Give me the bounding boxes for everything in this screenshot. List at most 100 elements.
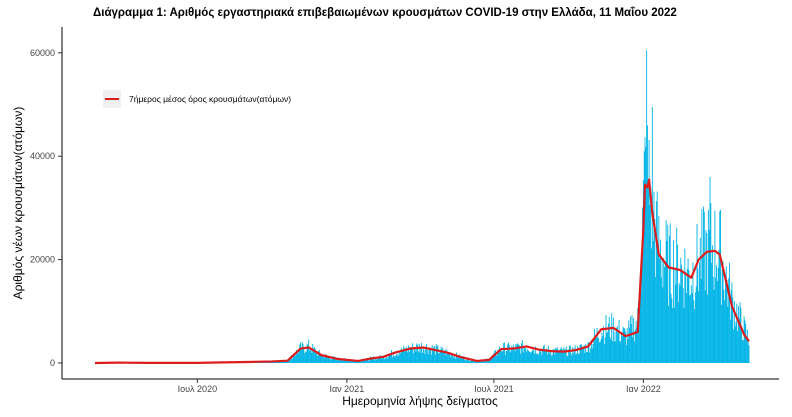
daily-case-bar — [396, 355, 398, 363]
daily-case-bar — [729, 319, 731, 363]
daily-case-bar — [590, 348, 592, 363]
daily-case-bar — [499, 351, 501, 363]
daily-case-bar — [690, 285, 692, 363]
daily-case-bar — [382, 355, 384, 363]
daily-case-bar — [636, 328, 638, 363]
daily-case-bar — [546, 348, 548, 363]
daily-case-bar — [721, 269, 723, 363]
daily-case-bar — [545, 350, 547, 363]
daily-case-bar — [331, 358, 333, 363]
daily-case-bar — [632, 337, 634, 363]
daily-case-bar — [659, 258, 661, 363]
daily-case-bar — [281, 361, 283, 363]
daily-case-bar — [672, 308, 674, 363]
daily-case-bar — [418, 343, 420, 363]
daily-case-bar — [300, 349, 302, 363]
daily-case-bar — [381, 358, 383, 363]
daily-case-bar — [450, 357, 452, 363]
daily-case-bar — [442, 347, 444, 363]
daily-case-bar — [371, 357, 373, 363]
daily-case-bar — [335, 358, 336, 363]
daily-case-bar — [730, 290, 732, 363]
daily-case-bar — [437, 345, 439, 363]
daily-case-bar — [368, 360, 370, 363]
daily-case-bar — [361, 360, 362, 363]
daily-case-bar — [650, 187, 652, 363]
daily-case-bar — [724, 276, 726, 363]
daily-case-bar — [405, 346, 407, 363]
daily-case-bar — [610, 339, 612, 363]
y-tick-label: 0 — [50, 358, 55, 368]
daily-case-bar — [543, 344, 545, 363]
daily-case-bar — [305, 352, 307, 363]
daily-case-bar — [430, 347, 431, 363]
daily-case-bar — [491, 357, 492, 363]
daily-case-bar — [616, 327, 618, 363]
daily-case-bar — [699, 237, 701, 363]
daily-case-bar — [403, 345, 405, 363]
daily-case-bar — [452, 357, 454, 363]
daily-case-bar — [635, 320, 637, 363]
daily-case-bar — [404, 351, 406, 363]
daily-case-bar — [707, 294, 709, 363]
daily-case-bar — [291, 359, 293, 363]
daily-case-bar — [681, 264, 683, 363]
daily-case-bar — [504, 355, 506, 363]
daily-case-bar — [407, 352, 409, 363]
daily-case-bar — [637, 308, 639, 363]
daily-case-bar — [541, 354, 543, 363]
daily-case-bar — [301, 342, 303, 363]
daily-case-bar — [464, 359, 466, 363]
daily-case-bar — [310, 350, 312, 363]
daily-case-bar — [555, 347, 557, 363]
daily-case-bar — [361, 361, 363, 363]
daily-case-bar — [395, 353, 397, 363]
daily-case-bar — [426, 350, 428, 363]
daily-case-bar — [742, 340, 744, 363]
daily-case-bar — [519, 346, 521, 363]
daily-case-bar — [642, 180, 644, 363]
daily-case-bar — [435, 344, 437, 363]
daily-case-bar — [739, 302, 741, 363]
daily-case-bar — [456, 355, 458, 363]
daily-case-bar — [413, 347, 415, 363]
daily-case-bar — [349, 360, 351, 363]
daily-case-bar — [438, 353, 440, 363]
daily-case-bar — [359, 360, 361, 363]
daily-case-bar — [624, 328, 626, 363]
daily-case-bar — [677, 244, 678, 363]
daily-case-bar — [380, 356, 382, 363]
daily-case-bar — [362, 361, 364, 363]
daily-case-bar — [725, 266, 727, 363]
daily-case-bar — [397, 353, 399, 363]
daily-case-bar — [417, 351, 419, 363]
daily-case-bar — [716, 265, 717, 363]
daily-case-bar — [568, 349, 570, 363]
daily-case-bar — [453, 354, 455, 363]
daily-case-bar — [421, 352, 423, 363]
daily-case-bar — [643, 151, 645, 363]
daily-case-bar — [680, 257, 682, 363]
daily-case-bar — [372, 357, 374, 363]
daily-case-bar — [332, 355, 334, 363]
daily-case-bar — [502, 350, 504, 363]
daily-case-bar — [672, 240, 674, 363]
daily-case-bar — [515, 343, 517, 363]
daily-case-bar — [434, 354, 436, 363]
daily-case-bar — [670, 293, 672, 363]
daily-case-bar — [524, 347, 526, 363]
daily-case-bar — [512, 347, 514, 363]
daily-case-bar — [631, 315, 633, 363]
daily-case-bar — [511, 345, 513, 363]
daily-case-bar — [598, 338, 600, 363]
daily-case-bar — [743, 316, 745, 363]
daily-case-bar — [326, 356, 328, 363]
daily-case-bar — [742, 340, 743, 363]
daily-case-bar — [410, 349, 412, 363]
daily-case-bar — [651, 107, 653, 363]
daily-case-bar — [534, 346, 536, 363]
daily-case-bar — [595, 335, 597, 363]
daily-case-bar — [402, 350, 404, 363]
daily-case-bar — [531, 350, 533, 363]
daily-case-bar — [694, 309, 696, 363]
